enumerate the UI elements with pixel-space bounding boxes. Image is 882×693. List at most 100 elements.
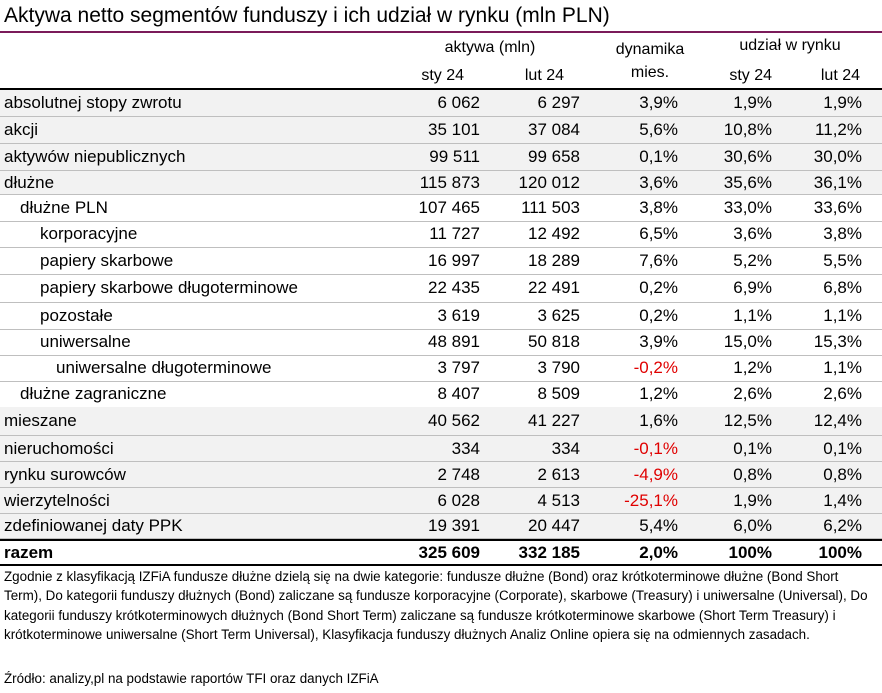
assets-sty-value: 48 891 bbox=[428, 332, 480, 351]
dynamics-value: 0,2% bbox=[639, 306, 678, 325]
header-rule bbox=[0, 88, 882, 90]
assets-lut-value: 3 625 bbox=[537, 306, 580, 325]
assets-lut-value: 37 084 bbox=[528, 120, 580, 139]
total-top-rule bbox=[0, 539, 882, 541]
row-separator bbox=[0, 487, 882, 488]
total-share-sty: 100% bbox=[728, 543, 772, 562]
assets-lut-value: 20 447 bbox=[528, 516, 580, 535]
share-sty-value: 30,6% bbox=[723, 147, 772, 166]
dynamics-value: 5,4% bbox=[639, 516, 678, 535]
share-sty-value: 0,8% bbox=[733, 465, 772, 484]
share-sty-value: 1,2% bbox=[733, 358, 772, 377]
row-label: akcji bbox=[4, 120, 39, 139]
share-sty-value: 33,0% bbox=[723, 198, 772, 217]
row-separator bbox=[0, 355, 882, 356]
row-label: pozostałe bbox=[40, 306, 113, 325]
share-sty-value: 10,8% bbox=[723, 120, 772, 139]
table-row: pozostałe 3 619 3 625 0,2% 1,1% 1,1% bbox=[0, 302, 882, 329]
table-row: dłużne zagraniczne 8 407 8 509 1,2% 2,6% 2,6% bbox=[0, 381, 882, 407]
row-label: korporacyjne bbox=[40, 224, 138, 243]
share-sty-value: 6,0% bbox=[733, 516, 772, 535]
share-sty-value: 6,9% bbox=[733, 278, 772, 297]
assets-sty-value: 8 407 bbox=[437, 384, 480, 403]
dynamics-value: -25,1% bbox=[624, 491, 678, 510]
table-row: papiery skarbowe długoterminowe 22 435 22 … bbox=[0, 274, 882, 302]
dynamics-value: 1,6% bbox=[639, 411, 678, 430]
row-separator bbox=[0, 513, 882, 514]
row-label: rynku surowców bbox=[4, 465, 126, 484]
table-row: aktywów niepublicznych 99 511 99 658 0,1% 30… bbox=[0, 144, 882, 170]
source-line: Źródło: analizy,pl na podstawie raportów… bbox=[4, 671, 379, 686]
share-lut-value: 2,6% bbox=[823, 384, 862, 403]
share-lut-value: 36,1% bbox=[813, 173, 862, 192]
assets-lut-value: 41 227 bbox=[528, 411, 580, 430]
row-label: uniwersalne bbox=[40, 332, 131, 351]
dynamics-value: -0,1% bbox=[633, 439, 678, 458]
assets-lut-value: 111 503 bbox=[521, 198, 580, 217]
footnote: Zgodnie z klasyfikacją IZFiA fundusze dł… bbox=[4, 569, 868, 643]
row-separator bbox=[0, 170, 882, 171]
total-label: razem bbox=[4, 543, 54, 562]
assets-sty-value: 35 101 bbox=[428, 120, 480, 139]
title-rule bbox=[0, 31, 882, 33]
share-lut-value: 0,8% bbox=[823, 465, 862, 484]
share-sty-value: 35,6% bbox=[723, 173, 772, 192]
row-label: uniwersalne długoterminowe bbox=[56, 358, 272, 377]
row-separator bbox=[0, 221, 882, 222]
row-label: dłużne PLN bbox=[20, 198, 108, 217]
assets-sty-value: 16 997 bbox=[428, 251, 480, 270]
header-dynamics-line1: dynamika bbox=[615, 41, 685, 58]
assets-sty-value: 2 748 bbox=[437, 465, 480, 484]
assets-lut-value: 4 513 bbox=[537, 491, 580, 510]
header-assets-group: aktywa (mln) bbox=[444, 39, 536, 56]
share-lut-value: 5,5% bbox=[823, 251, 862, 270]
total-assets-lut: 332 185 bbox=[518, 543, 580, 562]
row-label: dłużne zagraniczne bbox=[20, 384, 167, 403]
share-lut-value: 6,8% bbox=[823, 278, 862, 297]
share-lut-value: 1,1% bbox=[823, 306, 862, 325]
assets-sty-value: 19 391 bbox=[428, 516, 480, 535]
dynamics-value: 7,6% bbox=[639, 251, 678, 270]
row-label: papiery skarbowe bbox=[40, 251, 174, 270]
assets-lut-value: 120 012 bbox=[518, 173, 580, 192]
table-row: papiery skarbowe 16 997 18 289 7,6% 5,2% 5,5% bbox=[0, 247, 882, 274]
share-lut-value: 12,4% bbox=[813, 411, 862, 430]
total-assets-sty: 325 609 bbox=[418, 543, 480, 562]
row-label: wierzytelności bbox=[4, 491, 110, 510]
table-row: uniwersalne długoterminowe 3 797 3 790 -0,2… bbox=[0, 355, 882, 381]
assets-sty-value: 11 727 bbox=[429, 224, 480, 243]
share-sty-value: 0,1% bbox=[733, 439, 772, 458]
dynamics-value: 3,9% bbox=[639, 93, 678, 112]
share-lut-value: 15,3% bbox=[813, 332, 862, 351]
row-label: mieszane bbox=[4, 411, 77, 430]
dynamics-value: -0,2% bbox=[633, 358, 678, 377]
assets-sty-value: 6 028 bbox=[437, 491, 480, 510]
row-label: absolutnej stopy zwrotu bbox=[4, 93, 182, 112]
header-share-lut: lut 24 bbox=[820, 67, 860, 84]
header-dynamics-line2: mies. bbox=[630, 64, 670, 81]
assets-lut-value: 334 bbox=[551, 439, 580, 458]
assets-sty-value: 40 562 bbox=[428, 411, 480, 430]
assets-sty-value: 107 465 bbox=[418, 198, 480, 217]
table-row: akcji 35 101 37 084 5,6% 10,8% 11,2% bbox=[0, 117, 882, 143]
table-title: Aktywa netto segmentów funduszy i ich ud… bbox=[4, 4, 610, 27]
dynamics-value: 0,2% bbox=[639, 278, 678, 297]
assets-lut-value: 3 790 bbox=[537, 358, 580, 377]
table-row: nieruchomości 334 334 -0,1% 0,1% 0,1% bbox=[0, 436, 882, 461]
assets-lut-value: 99 658 bbox=[528, 147, 580, 166]
row-separator bbox=[0, 274, 882, 275]
assets-lut-value: 50 818 bbox=[528, 332, 580, 351]
assets-sty-value: 3 619 bbox=[437, 306, 480, 325]
assets-lut-value: 12 492 bbox=[528, 224, 580, 243]
row-label: zdefiniowanej daty PPK bbox=[4, 516, 183, 535]
total-bottom-rule bbox=[0, 564, 882, 566]
share-lut-value: 1,9% bbox=[823, 93, 862, 112]
row-separator bbox=[0, 329, 882, 330]
row-separator bbox=[0, 435, 882, 436]
share-lut-value: 6,2% bbox=[823, 516, 862, 535]
share-sty-value: 3,6% bbox=[733, 224, 772, 243]
share-lut-value: 1,1% bbox=[823, 358, 862, 377]
share-lut-value: 33,6% bbox=[813, 198, 862, 217]
header-share-group: udział w rynku bbox=[739, 37, 841, 54]
